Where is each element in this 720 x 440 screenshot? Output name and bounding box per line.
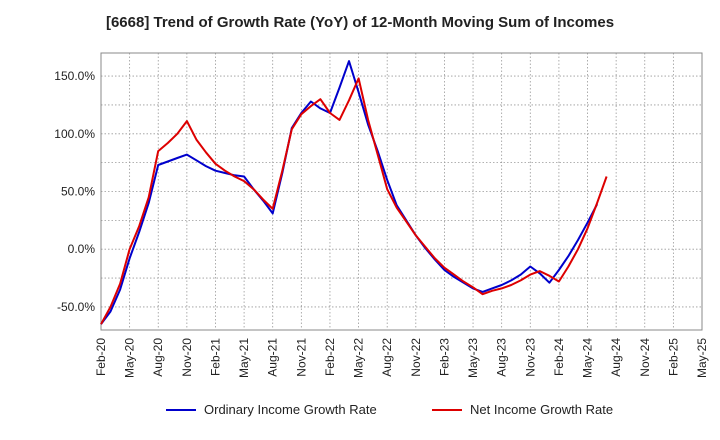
y-tick-label: 100.0% [54, 127, 95, 141]
x-axis-ticks: Feb-20 May-20 Aug-20 Nov-20 Feb-21 May-21 Aug-… [94, 338, 709, 378]
y-tick-label: 50.0% [61, 185, 95, 199]
legend: Ordinary Income Growth Rate Net Income Gr… [166, 402, 613, 417]
x-tick-label: Feb-23 [437, 338, 451, 376]
x-tick-label: Feb-21 [208, 338, 222, 376]
y-tick-label: 150.0% [54, 69, 95, 83]
x-tick-label: Nov-20 [180, 338, 194, 377]
x-tick-label: Nov-24 [638, 338, 652, 377]
plot-area-frame [100, 52, 703, 331]
x-tick-label: Feb-25 [666, 338, 680, 376]
legend-label: Net Income Growth Rate [470, 402, 613, 417]
x-tick-label: May-22 [352, 338, 366, 378]
x-tick-label: Feb-20 [94, 338, 108, 376]
x-tick-label: Feb-24 [552, 338, 566, 376]
x-tick-label: May-20 [123, 338, 137, 378]
legend-label: Ordinary Income Growth Rate [204, 402, 377, 417]
x-tick-label: Feb-22 [323, 338, 337, 376]
x-tick-label: Aug-20 [151, 338, 165, 377]
x-tick-label: May-21 [237, 338, 251, 378]
x-tick-label: Nov-23 [523, 338, 537, 377]
series-line [100, 77, 608, 325]
x-tick-label: May-23 [466, 338, 480, 378]
x-tick-label: Nov-21 [294, 338, 308, 377]
x-tick-label: May-24 [581, 338, 595, 378]
y-tick-label: 0.0% [68, 242, 96, 256]
gridlines [100, 53, 703, 330]
x-tick-label: Nov-22 [409, 338, 423, 377]
x-tick-label: May-25 [695, 338, 709, 378]
chart-title: [6668] Trend of Growth Rate (YoY) of 12-… [105, 14, 615, 31]
x-tick-label: Aug-22 [380, 338, 394, 377]
x-tick-label: Aug-23 [495, 338, 509, 377]
y-axis-ticks: 150.0% 100.0% 50.0% 0.0% -50.0% [54, 69, 95, 314]
y-tick-label: -50.0% [57, 300, 95, 314]
series-lines [100, 60, 608, 325]
x-tick-label: Aug-21 [266, 338, 280, 377]
x-tick-label: Aug-24 [609, 338, 623, 377]
series-line [100, 60, 598, 325]
